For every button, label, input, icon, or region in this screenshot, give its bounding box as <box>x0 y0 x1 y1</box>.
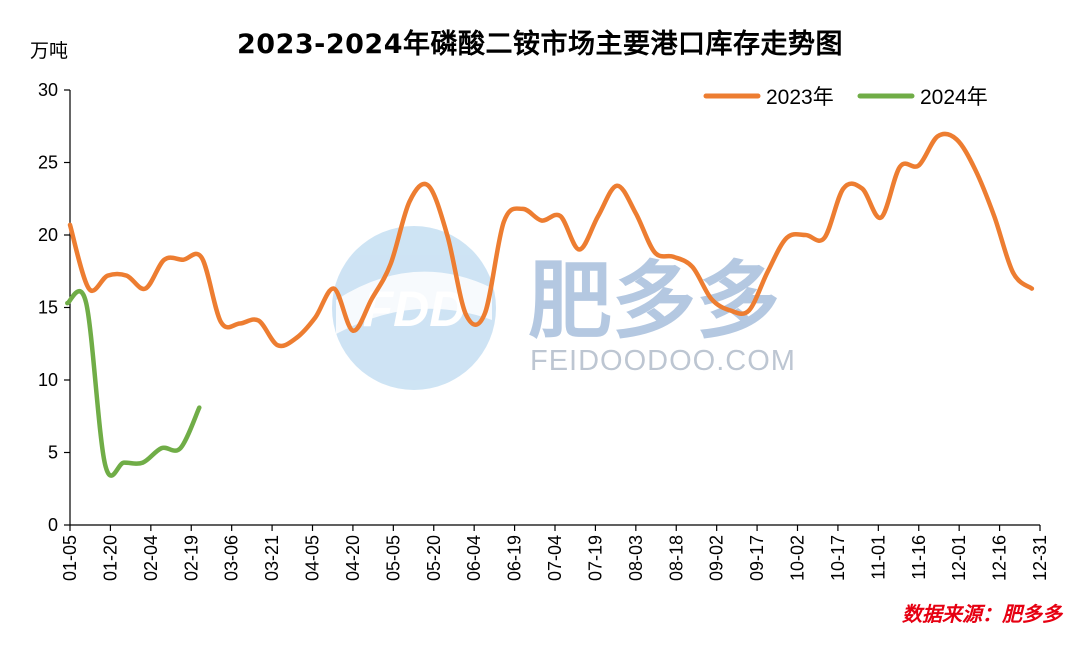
x-tick-label: 08-03 <box>626 535 646 581</box>
x-tick-label: 10-02 <box>788 535 808 581</box>
x-tick-label: 10-17 <box>828 535 848 581</box>
legend-label-1: 2023年 <box>766 86 834 109</box>
x-tick-label: 05-05 <box>383 535 403 581</box>
x-tick-label: 07-19 <box>585 535 605 581</box>
x-tick-label: 11-16 <box>909 535 929 580</box>
x-tick-label: 06-19 <box>505 535 525 581</box>
chart-title: 2023-2024年磷酸二铵市场主要港口库存走势图 <box>237 29 843 60</box>
y-tick-label: 20 <box>38 225 58 245</box>
x-tick-label: 01-20 <box>100 535 120 581</box>
y-axis-unit-label: 万吨 <box>30 40 69 62</box>
legend-label-2: 2024年 <box>920 86 988 109</box>
watermark-brand-name: 肥多多 <box>528 252 780 350</box>
series-line-2 <box>65 289 202 478</box>
x-tick-label: 06-04 <box>464 535 484 581</box>
x-tick-label: 09-17 <box>747 535 767 581</box>
watermark-logo-text: FDD <box>363 281 466 337</box>
x-tick-label: 02-04 <box>141 535 161 581</box>
x-tick-label: 07-04 <box>545 535 565 581</box>
x-axis-ticks: 01-05 01-20 02-04 02-19 03-06 03-21 04-05 04-20… <box>60 525 1050 581</box>
y-tick-label: 25 <box>38 153 58 173</box>
x-tick-label: 03-06 <box>222 535 242 581</box>
x-tick-label: 03-21 <box>262 535 282 581</box>
x-tick-label: 08-18 <box>666 535 686 581</box>
y-tick-label: 15 <box>38 298 58 318</box>
y-tick-label: 0 <box>48 515 58 535</box>
chart-legend: 2023年 2024年 <box>703 86 988 109</box>
x-tick-label: 09-02 <box>707 535 727 581</box>
x-tick-label: 04-05 <box>303 535 323 581</box>
y-tick-label: 10 <box>38 370 58 390</box>
x-tick-label: 01-05 <box>60 535 80 581</box>
x-tick-label: 12-31 <box>1030 535 1050 581</box>
series-line-1 <box>67 131 1035 349</box>
watermark-logo-wave <box>336 271 492 334</box>
x-tick-label: 04-20 <box>343 535 363 581</box>
watermark-site: FEIDOODOO.COM <box>530 345 796 377</box>
chart-series <box>65 131 1035 478</box>
x-tick-label: 05-20 <box>424 535 444 581</box>
x-tick-label: 12-01 <box>949 535 969 581</box>
y-tick-label: 30 <box>38 80 58 100</box>
x-tick-label: 11-01 <box>868 535 888 580</box>
data-source-note: 数据来源：肥多多 <box>902 602 1062 626</box>
y-tick-label: 5 <box>48 443 58 463</box>
x-tick-label: 02-19 <box>181 535 201 581</box>
x-tick-label: 12-16 <box>990 535 1010 581</box>
y-axis-ticks: 0 5 10 15 20 25 30 <box>38 80 70 535</box>
